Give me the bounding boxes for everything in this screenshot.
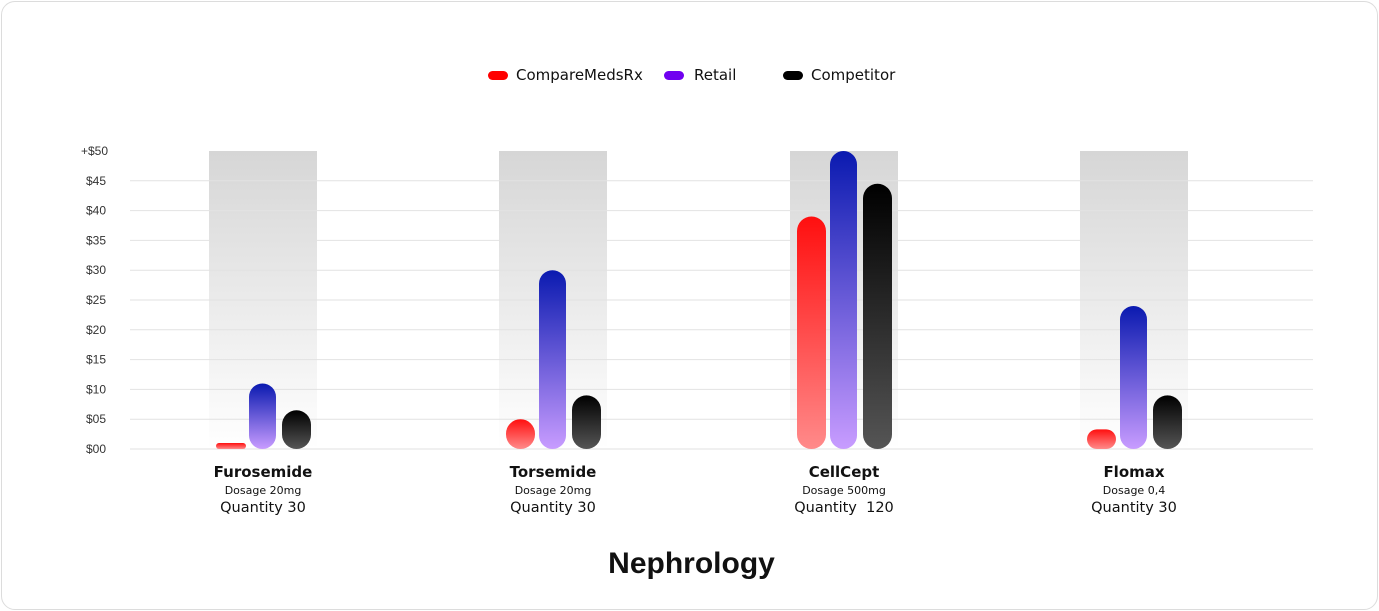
quantity: Quantity 30 — [1091, 500, 1177, 516]
bar-retail-torsemide[interactable] — [539, 270, 566, 449]
bar-competitor-torsemide[interactable] — [572, 395, 601, 449]
legend-item-competitor[interactable]: Competitor — [783, 66, 895, 84]
bar-retail-cellcept[interactable] — [830, 151, 857, 449]
drug-name: Furosemide — [213, 463, 313, 481]
bar-comparemedsrx-flomax[interactable] — [1087, 429, 1116, 449]
dosage: Dosage 20mg — [514, 484, 592, 497]
bar-comparemedsrx-torsemide[interactable] — [506, 419, 535, 449]
chart-title: Nephrology — [608, 547, 775, 580]
legend-item-retail[interactable]: Retail — [664, 66, 736, 84]
legend-label: Competitor — [811, 66, 896, 84]
legend-label: CompareMedsRx — [516, 66, 643, 84]
bar-retail-furosemide[interactable] — [249, 383, 276, 449]
y-tick-label: $10 — [86, 382, 106, 396]
category-label-flomax: Flomax Dosage 0,4 Quantity 30 — [1034, 463, 1234, 516]
y-tick-label: $35 — [86, 233, 106, 247]
y-tick-label: $15 — [86, 353, 106, 367]
bar-competitor-furosemide[interactable] — [282, 410, 311, 449]
y-tick-label: $25 — [86, 293, 106, 307]
legend-item-comparemedsrx[interactable]: CompareMedsRx — [488, 66, 643, 84]
legend-swatch — [783, 70, 803, 80]
quantity: Quantity 120 — [794, 500, 894, 516]
quantity: Quantity 30 — [220, 500, 306, 516]
y-tick-label: $05 — [86, 412, 106, 426]
drug-name: Flomax — [1103, 463, 1165, 481]
y-tick-label: $20 — [86, 323, 106, 337]
y-tick-label: $30 — [86, 263, 106, 277]
legend: CompareMedsRx Retail Competitor — [2, 66, 1377, 86]
bar-competitor-flomax[interactable] — [1153, 395, 1182, 449]
y-tick-label: $45 — [86, 174, 106, 188]
category-label-cellcept: CellCept Dosage 500mg Quantity 120 — [744, 463, 944, 516]
bar-competitor-cellcept[interactable] — [863, 183, 892, 449]
y-tick-label: +$50 — [81, 144, 108, 158]
bar-retail-flomax[interactable] — [1120, 305, 1147, 449]
y-tick-label: $00 — [86, 442, 106, 456]
y-tick-label: $40 — [86, 204, 106, 218]
bar-comparemedsrx-furosemide[interactable] — [216, 443, 246, 449]
category-label-furosemide: Furosemide Dosage 20mg Quantity 30 — [163, 463, 363, 516]
dosage: Dosage 500mg — [802, 484, 886, 497]
legend-label: Retail — [694, 66, 737, 84]
quantity: Quantity 30 — [510, 500, 596, 516]
drug-name: Torsemide — [509, 463, 597, 481]
drug-name: CellCept — [808, 463, 880, 481]
dosage: Dosage 0,4 — [1102, 484, 1166, 497]
category-label-torsemide: Torsemide Dosage 20mg Quantity 30 — [453, 463, 653, 516]
legend-swatch — [488, 70, 508, 80]
dosage: Dosage 20mg — [224, 484, 302, 497]
bar-comparemedsrx-cellcept[interactable] — [797, 216, 826, 449]
legend-swatch — [664, 70, 684, 80]
